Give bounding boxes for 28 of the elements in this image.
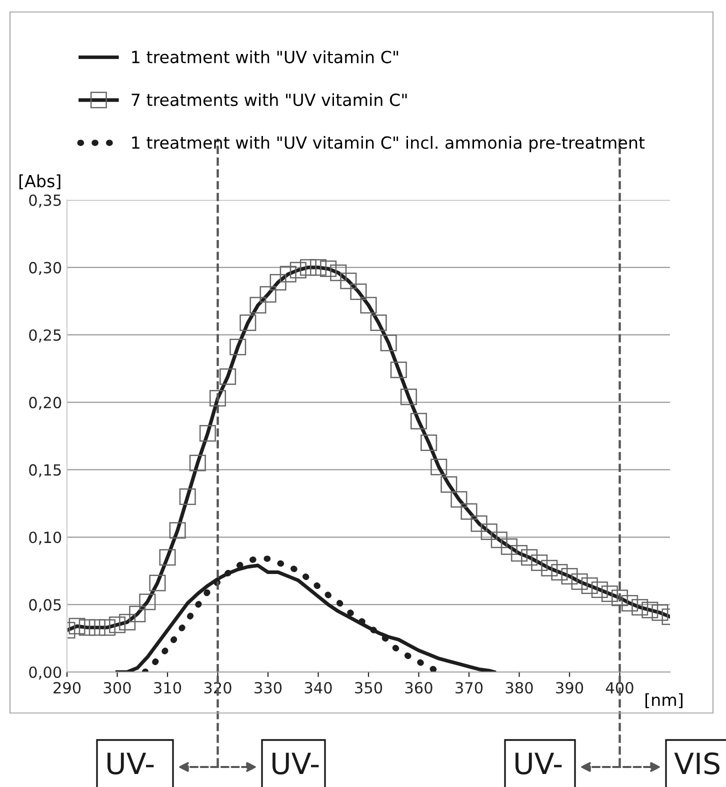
- y-tick-label: 0,15: [29, 464, 61, 478]
- text: UV-: [516, 752, 562, 774]
- x-tick-label: 300: [104, 682, 131, 694]
- x-tick-label: 330: [254, 682, 282, 694]
- x-tick-label: 350: [355, 682, 382, 694]
- x-tick-label: 390: [556, 682, 584, 694]
- legend-label: 7 treatments with "UV vitamin C": [132, 93, 407, 106]
- legend-label: 1 treatment with "UV vitamin C" incl. ammonia pre-treatment: [132, 136, 645, 152]
- y-tick-label: 0,35: [29, 194, 61, 208]
- x-tick-label: 360: [405, 682, 432, 694]
- y-tick-label: 0,30: [29, 262, 62, 276]
- x-tick-label: 400: [606, 682, 634, 694]
- x-tick-label: 290: [54, 682, 81, 694]
- x-tick-label: 370: [456, 682, 483, 694]
- y-tick-label: 0,10: [29, 532, 62, 545]
- text: UV-: [272, 752, 319, 774]
- text: VIS: [674, 752, 720, 774]
- y-tick-label: 0,25: [29, 329, 61, 342]
- y-tick-label: 0,00: [29, 666, 62, 680]
- y-tick-label: 0,05: [29, 599, 61, 612]
- x-axis-title: [nm]: [646, 693, 682, 708]
- text: UV-: [108, 752, 154, 774]
- legend-label: 1 treatment with "UV vitamin C": [132, 50, 398, 64]
- y-axis-title: [Abs]: [19, 174, 60, 190]
- x-tick-label: 310: [154, 682, 182, 694]
- x-tick-label: 340: [304, 682, 332, 694]
- y-tick-label: 0,20: [29, 396, 62, 410]
- x-tick-label: 380: [506, 682, 533, 694]
